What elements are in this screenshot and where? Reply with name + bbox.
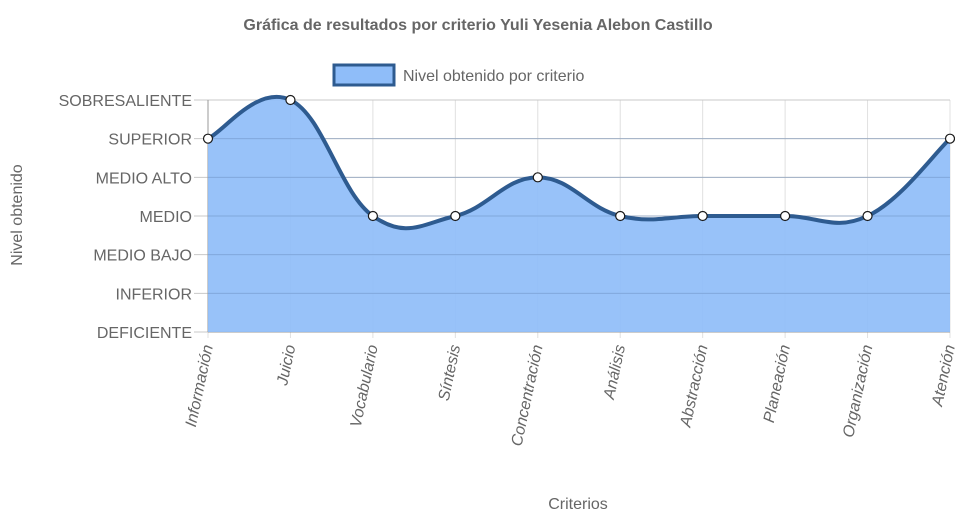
series-line <box>207 95 952 231</box>
y-axis-ticks: DEFICIENTE INFERIOR MEDIO BAJO MEDIO MEDIO A… <box>59 93 192 342</box>
y-axis-title: Nivel obtenido <box>9 164 26 266</box>
y-tick-label: SOBRESALIENTE <box>59 93 192 110</box>
x-tick-label: Vocabulario <box>348 343 382 429</box>
x-tick-label: Información <box>183 343 217 428</box>
data-point-6[interactable] <box>697 210 708 222</box>
legend-label: Nivel obtenido por criterio <box>403 68 585 85</box>
x-tick-label: Juicio <box>274 343 299 388</box>
x-tick-label: Abstracción <box>677 343 711 429</box>
data-point-3[interactable] <box>450 210 461 222</box>
x-tick-label: Planeación <box>761 343 794 424</box>
y-tick-label: MEDIO ALTO <box>96 170 192 187</box>
x-tick-label: Atención <box>929 343 955 409</box>
legend[interactable]: Nivel obtenido por criterio <box>332 63 585 87</box>
y-tick-label: MEDIO BAJO <box>93 248 192 265</box>
data-point-5[interactable] <box>615 210 626 222</box>
x-axis-title: Criterios <box>548 496 608 513</box>
y-tick-label: MEDIO <box>140 209 192 226</box>
data-point-1[interactable] <box>285 94 296 106</box>
x-tick-label: Concentración <box>509 343 547 448</box>
y-tick-label: SUPERIOR <box>108 132 192 149</box>
x-tick-label: Análisis <box>601 343 629 401</box>
points-layer <box>202 94 955 222</box>
x-tick-label: Síntesis <box>436 343 464 402</box>
data-point-2[interactable] <box>367 210 378 222</box>
y-tick-label: INFERIOR <box>116 286 192 303</box>
legend-swatch <box>332 63 396 87</box>
x-axis-ticks: Información Juicio Vocabulario Síntesis Conc… <box>183 343 955 448</box>
series-area <box>208 96 950 332</box>
data-point-4[interactable] <box>532 172 543 183</box>
chart-title: Gráfica de resultados por criterio Yuli … <box>243 17 712 34</box>
data-point-7[interactable] <box>780 210 791 222</box>
y-tick-label: DEFICIENTE <box>97 325 192 342</box>
data-point-8[interactable] <box>862 210 873 222</box>
data-point-9[interactable] <box>944 133 955 144</box>
area-layer <box>207 95 952 332</box>
x-tick-label: Organización <box>840 343 876 439</box>
data-point-0[interactable] <box>202 133 214 144</box>
